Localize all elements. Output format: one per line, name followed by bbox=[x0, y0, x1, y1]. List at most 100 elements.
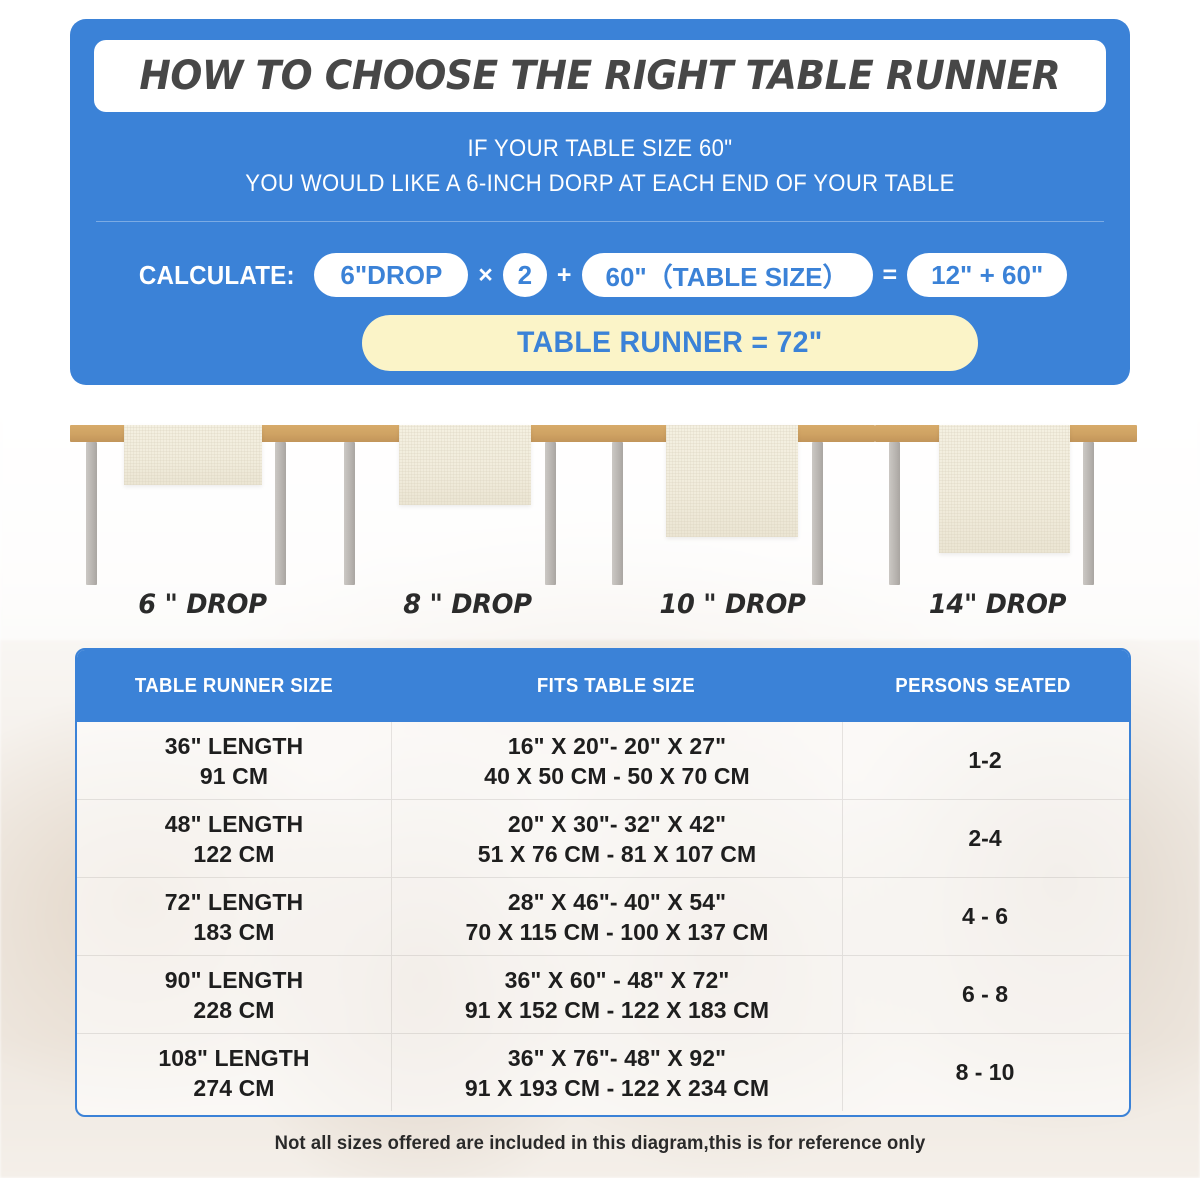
equals-sign: = bbox=[882, 260, 898, 289]
persons-value: 6 - 8 bbox=[961, 981, 1009, 1007]
table-runner-icon bbox=[399, 425, 531, 505]
cell-fits-table-size: 36" X 60" - 48" X 72" 91 X 152 CM - 122 … bbox=[392, 956, 843, 1033]
runner-length-inches: 48" LENGTH bbox=[164, 810, 304, 837]
subtitle-line-2: YOU WOULD LIKE A 6-INCH DORP AT EACH END… bbox=[245, 170, 955, 197]
runner-length-inches: 108" LENGTH bbox=[158, 1044, 310, 1071]
result-pill: 12" + 60" bbox=[907, 253, 1068, 297]
persons-value: 4 - 6 bbox=[961, 903, 1009, 929]
cell-runner-size: 36" LENGTH 91 CM bbox=[77, 722, 392, 799]
tabletop-left-icon bbox=[875, 425, 945, 442]
tabletop-right-icon bbox=[260, 425, 335, 442]
cell-persons-seated: 6 - 8 bbox=[843, 956, 1127, 1033]
table-runner-icon bbox=[939, 425, 1070, 553]
table-leg-left-icon bbox=[344, 442, 355, 585]
fits-cm: 40 X 50 CM - 50 X 70 CM bbox=[484, 762, 750, 789]
table-row: 36" LENGTH 91 CM 16" X 20"- 20" X 27" 40… bbox=[77, 722, 1129, 800]
table-row: 108" LENGTH 274 CM 36" X 76"- 48" X 92" … bbox=[77, 1034, 1129, 1111]
runner-length-cm: 274 CM bbox=[193, 1074, 275, 1101]
table-leg-right-icon bbox=[275, 442, 286, 585]
cell-persons-seated: 1-2 bbox=[843, 722, 1127, 799]
drop-label: 14" DROP bbox=[928, 589, 1067, 620]
calculation-panel: HOW TO CHOOSE THE RIGHT TABLE RUNNER IF … bbox=[70, 19, 1130, 385]
table-runner-icon bbox=[666, 425, 798, 537]
title-box: HOW TO CHOOSE THE RIGHT TABLE RUNNER bbox=[94, 40, 1106, 112]
runner-length-cm: 122 CM bbox=[193, 840, 275, 867]
drop-illustration-6in: 6 " DROP bbox=[70, 425, 335, 620]
tabletop-right-icon bbox=[530, 425, 605, 442]
footnote: Not all sizes offered are included in th… bbox=[274, 1133, 926, 1154]
table-body: 36" LENGTH 91 CM 16" X 20"- 20" X 27" 40… bbox=[77, 722, 1129, 1111]
size-reference-table: TABLE RUNNER SIZE FITS TABLE SIZE PERSON… bbox=[75, 648, 1131, 1117]
drop-illustration-8in: 8 " DROP bbox=[330, 425, 605, 620]
persons-value: 2-4 bbox=[968, 825, 1002, 851]
fits-cm: 51 X 76 CM - 81 X 107 CM bbox=[477, 840, 757, 867]
tabletop-left-icon bbox=[598, 425, 671, 442]
column-header-runner-size: TABLE RUNNER SIZE bbox=[134, 674, 334, 697]
tabletop-right-icon bbox=[797, 425, 875, 442]
fits-cm: 91 X 193 CM - 122 X 234 CM bbox=[464, 1074, 770, 1101]
fits-cm: 70 X 115 CM - 100 X 137 CM bbox=[465, 918, 769, 945]
drop-illustration-14in: 14" DROP bbox=[865, 425, 1137, 620]
table-row: 90" LENGTH 228 CM 36" X 60" - 48" X 72" … bbox=[77, 956, 1129, 1034]
runner-length-inches: 90" LENGTH bbox=[164, 966, 304, 993]
fits-inches: 36" X 76"- 48" X 92" bbox=[507, 1044, 727, 1071]
table-leg-right-icon bbox=[1083, 442, 1094, 585]
drop-value-pill: 6"DROP bbox=[314, 253, 469, 297]
column-header-persons-seated: PERSONS SEATED bbox=[895, 674, 1071, 697]
runner-length-inches: 36" LENGTH bbox=[164, 732, 304, 759]
table-runner-icon bbox=[124, 425, 262, 485]
cell-fits-table-size: 16" X 20"- 20" X 27" 40 X 50 CM - 50 X 7… bbox=[392, 722, 843, 799]
drop-illustration-10in: 10 " DROP bbox=[598, 425, 875, 620]
fits-cm: 91 X 152 CM - 122 X 183 CM bbox=[464, 996, 770, 1023]
calculation-row: CALCULATE: 6"DROP × 2 + 60"（TABLE SIZE） … bbox=[70, 251, 1130, 299]
persons-value: 8 - 10 bbox=[955, 1059, 1015, 1085]
cell-fits-table-size: 20" X 30"- 32" X 42" 51 X 76 CM - 81 X 1… bbox=[392, 800, 843, 877]
subtitle-line-1: IF YOUR TABLE SIZE 60" bbox=[467, 135, 733, 162]
drop-label: 6 " DROP bbox=[138, 589, 267, 620]
table-header-row: TABLE RUNNER SIZE FITS TABLE SIZE PERSON… bbox=[77, 650, 1129, 722]
multiply-sign: × bbox=[478, 260, 493, 289]
table-leg-left-icon bbox=[889, 442, 900, 585]
tabletop-left-icon bbox=[330, 425, 405, 442]
persons-value: 1-2 bbox=[968, 747, 1002, 773]
cell-fits-table-size: 36" X 76"- 48" X 92" 91 X 193 CM - 122 X… bbox=[392, 1034, 843, 1111]
runner-length-cm: 183 CM bbox=[193, 918, 275, 945]
tabletop-left-icon bbox=[70, 425, 130, 442]
table-leg-right-icon bbox=[812, 442, 823, 585]
cell-fits-table-size: 28" X 46"- 40" X 54" 70 X 115 CM - 100 X… bbox=[392, 878, 843, 955]
tabletop-right-icon bbox=[1069, 425, 1137, 442]
panel-divider bbox=[96, 221, 1104, 222]
runner-length-inches: 72" LENGTH bbox=[164, 888, 304, 915]
fits-inches: 20" X 30"- 32" X 42" bbox=[507, 810, 727, 837]
table-runner-result-bar: TABLE RUNNER = 72" bbox=[362, 315, 978, 371]
table-leg-left-icon bbox=[86, 442, 97, 585]
fits-inches: 28" X 46"- 40" X 54" bbox=[507, 888, 727, 915]
cell-runner-size: 72" LENGTH 183 CM bbox=[77, 878, 392, 955]
subtitle: IF YOUR TABLE SIZE 60" YOU WOULD LIKE A … bbox=[112, 131, 1087, 201]
fits-inches: 36" X 60" - 48" X 72" bbox=[504, 966, 730, 993]
runner-length-cm: 228 CM bbox=[193, 996, 275, 1023]
cell-persons-seated: 4 - 6 bbox=[843, 878, 1127, 955]
column-header-fits-table-size: FITS TABLE SIZE bbox=[536, 674, 696, 697]
table-leg-right-icon bbox=[545, 442, 556, 585]
cell-runner-size: 108" LENGTH 274 CM bbox=[77, 1034, 392, 1111]
table-size-pill: 60"（TABLE SIZE） bbox=[581, 253, 873, 297]
cell-runner-size: 90" LENGTH 228 CM bbox=[77, 956, 392, 1033]
page-title: HOW TO CHOOSE THE RIGHT TABLE RUNNER bbox=[139, 53, 1061, 99]
drop-label: 8 " DROP bbox=[403, 589, 532, 620]
table-row: 72" LENGTH 183 CM 28" X 46"- 40" X 54" 7… bbox=[77, 878, 1129, 956]
cell-runner-size: 48" LENGTH 122 CM bbox=[77, 800, 392, 877]
table-runner-result-text: TABLE RUNNER = 72" bbox=[517, 326, 823, 359]
table-leg-left-icon bbox=[612, 442, 623, 585]
drop-label: 10 " DROP bbox=[659, 589, 806, 620]
multiplier-pill: 2 bbox=[502, 253, 547, 297]
runner-length-cm: 91 CM bbox=[199, 762, 269, 789]
cell-persons-seated: 8 - 10 bbox=[843, 1034, 1127, 1111]
cell-persons-seated: 2-4 bbox=[843, 800, 1127, 877]
fits-inches: 16" X 20"- 20" X 27" bbox=[507, 732, 727, 759]
plus-sign: + bbox=[556, 260, 572, 289]
drop-illustrations: 6 " DROP 8 " DROP 10 " DROP 14" DROP bbox=[70, 425, 1137, 620]
calculate-label: CALCULATE: bbox=[138, 259, 295, 290]
table-row: 48" LENGTH 122 CM 20" X 30"- 32" X 42" 5… bbox=[77, 800, 1129, 878]
